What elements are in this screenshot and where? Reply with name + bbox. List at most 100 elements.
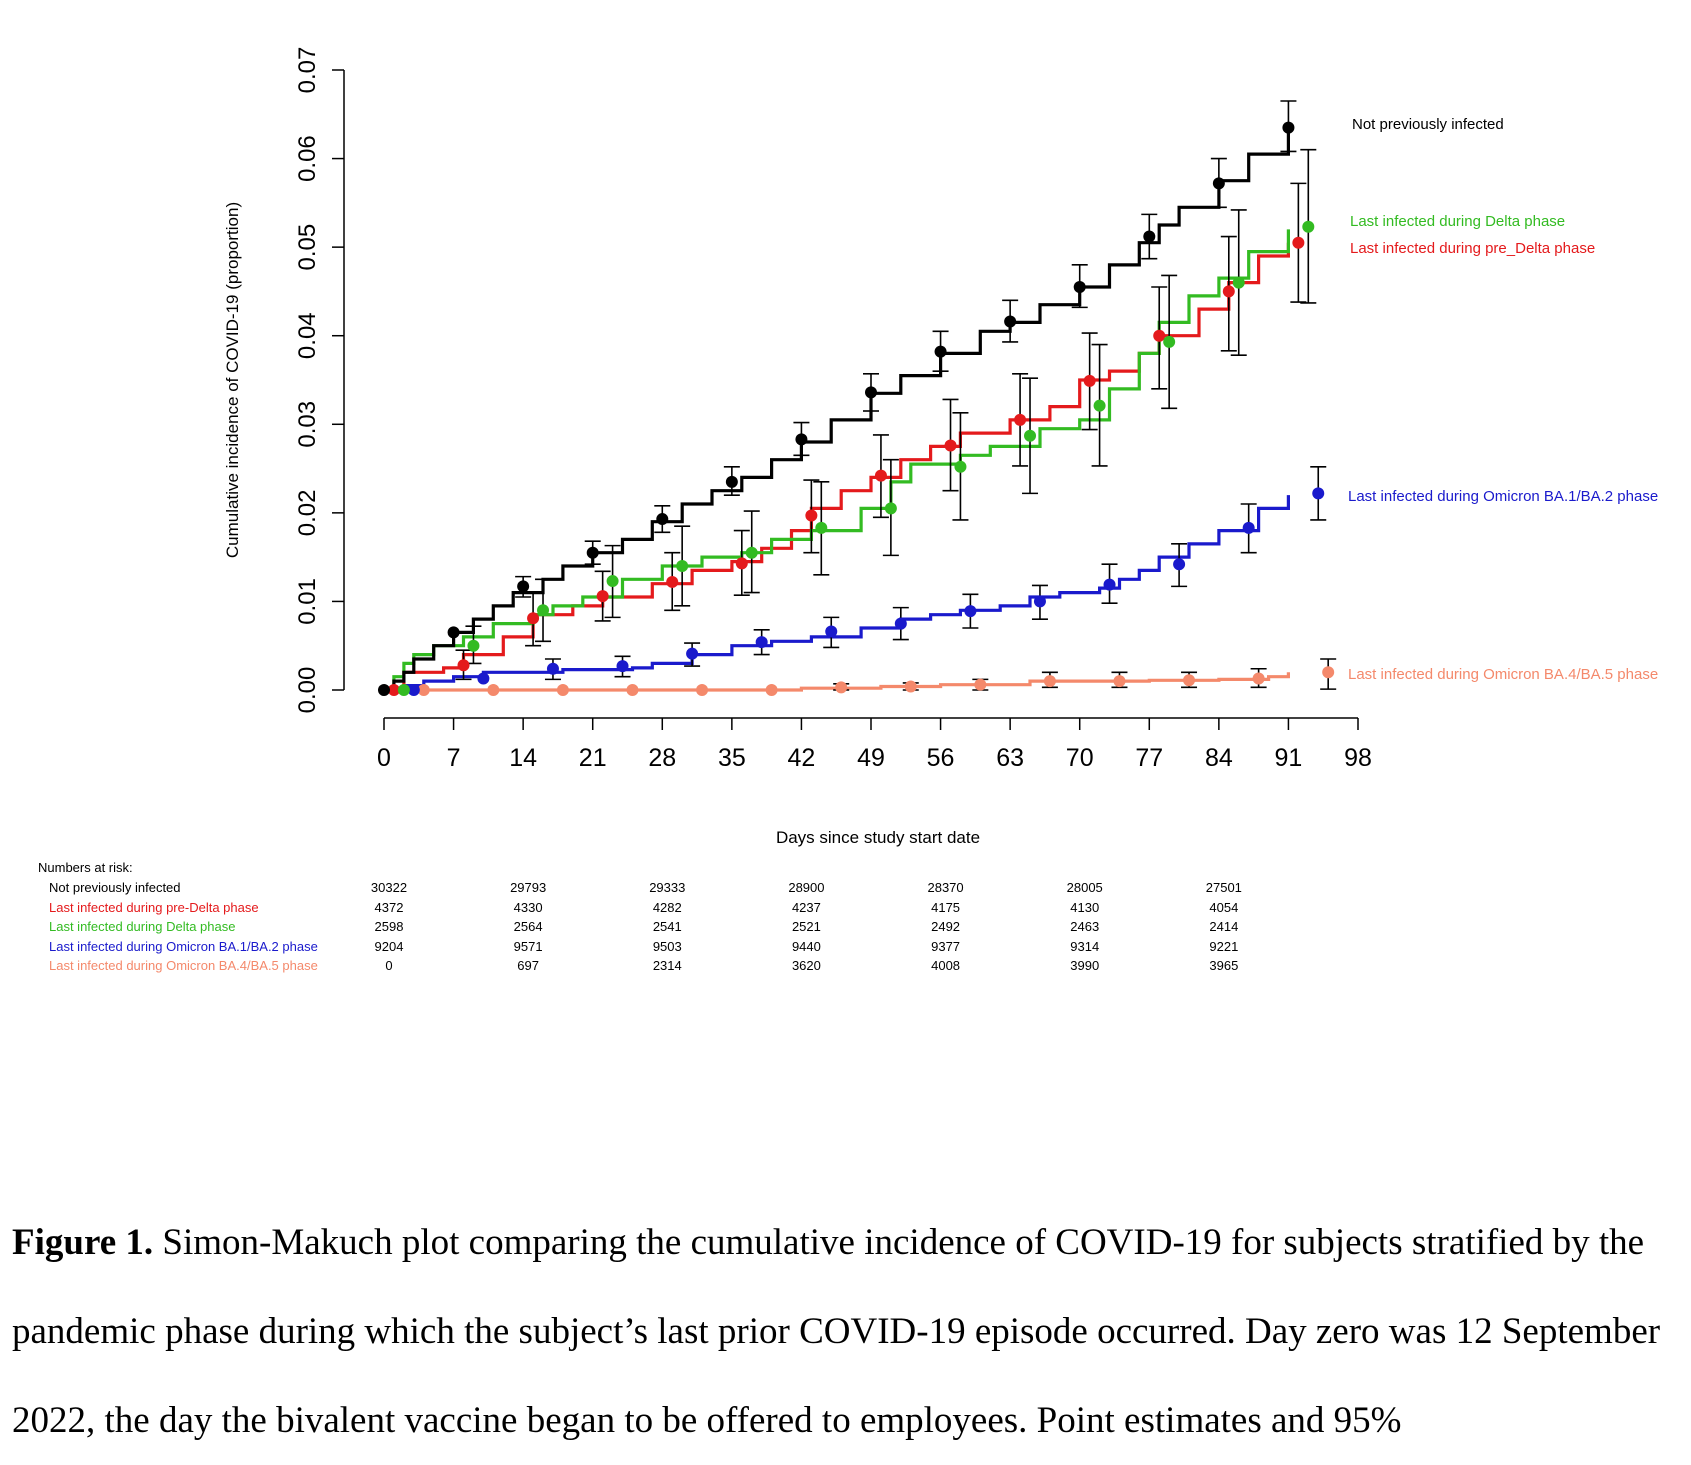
- point-estimate: [1163, 335, 1176, 348]
- point-estimate: [626, 684, 639, 696]
- x-tick-label: 14: [509, 744, 537, 772]
- point-estimate: [378, 684, 390, 696]
- x-tick-label: 63: [996, 744, 1024, 772]
- point-estimate: [964, 605, 977, 618]
- point-estimate: [1302, 220, 1315, 233]
- risk-value: 3990: [1070, 958, 1099, 973]
- point-estimate: [1083, 374, 1096, 387]
- point-estimate: [1252, 672, 1265, 685]
- point-estimate: [904, 680, 917, 693]
- x-tick-label: 49: [857, 744, 885, 772]
- point-estimate: [835, 681, 848, 694]
- y-axis-label: Cumulative incidence of COVID-19 (propor…: [223, 202, 242, 558]
- risk-row-label: Last infected during Omicron BA.4/BA.5 p…: [49, 958, 318, 973]
- point-estimate: [397, 684, 410, 696]
- point-estimate: [387, 684, 400, 696]
- risk-value: 9314: [1070, 939, 1099, 954]
- point-estimate: [1103, 578, 1116, 591]
- risk-value: 9571: [514, 939, 543, 954]
- risk-value: 3620: [792, 958, 821, 973]
- series-curve-2: [384, 229, 1290, 692]
- point-estimate: [974, 678, 987, 691]
- risk-value: 2414: [1209, 919, 1238, 934]
- point-estimate: [537, 604, 550, 617]
- risk-value: 4372: [375, 900, 404, 915]
- risk-value: 2314: [653, 958, 682, 973]
- chart: 0.00 0.01 0.02 0.03 0.04 0.05 0.06 0.07 Cumulati…: [38, 47, 1658, 973]
- x-tick-label: 42: [788, 744, 816, 772]
- figure-label: Figure 1.: [12, 1222, 154, 1263]
- x-tick-label: 84: [1205, 744, 1233, 772]
- point-estimate: [586, 546, 599, 559]
- point-estimates: [378, 121, 1335, 696]
- axes: 0.00 0.01 0.02 0.03 0.04 0.05 0.06 0.07 Cumulati…: [223, 47, 1372, 847]
- risk-value: 4237: [792, 900, 821, 915]
- risk-value: 2492: [931, 919, 960, 934]
- point-estimate: [1212, 177, 1225, 190]
- point-estimate: [696, 684, 709, 696]
- point-estimate: [1232, 276, 1245, 289]
- risk-value: 2564: [514, 919, 543, 934]
- risk-row-label: Last infected during Delta phase: [49, 919, 235, 934]
- point-estimate: [1014, 413, 1027, 426]
- x-tick-label: 70: [1066, 744, 1094, 772]
- point-estimate: [934, 345, 947, 358]
- risk-value: 4330: [514, 900, 543, 915]
- risk-row-label: Last infected during pre-Delta phase: [49, 900, 259, 915]
- point-estimate: [457, 659, 470, 672]
- risk-row-label: Not previously infected: [49, 880, 181, 895]
- point-estimate: [1033, 595, 1046, 608]
- risk-row-label: Last infected during Omicron BA.1/BA.2 p…: [49, 939, 318, 954]
- point-estimate: [755, 636, 768, 649]
- point-estimate: [1242, 521, 1255, 534]
- point-estimate: [1153, 329, 1166, 342]
- point-estimate: [825, 625, 838, 638]
- risk-value: 4054: [1209, 900, 1238, 915]
- x-tick-label: 35: [718, 744, 746, 772]
- point-estimate: [1282, 121, 1295, 134]
- risk-value: 2521: [792, 919, 821, 934]
- point-estimate: [944, 439, 957, 452]
- point-estimate: [556, 684, 569, 696]
- point-estimate: [1322, 666, 1335, 679]
- caption-text: Simon-Makuch plot comparing the cumulati…: [12, 1222, 1661, 1441]
- point-estimate: [745, 546, 758, 559]
- point-estimate: [1143, 230, 1156, 243]
- series-curve-4: [384, 672, 1290, 692]
- x-tick-label: 21: [579, 744, 607, 772]
- x-axis-label: Days since study start date: [776, 828, 980, 847]
- point-estimate: [894, 617, 907, 630]
- point-estimate: [596, 590, 609, 603]
- risk-value: 9221: [1209, 939, 1238, 954]
- risk-value: 29793: [510, 880, 546, 895]
- point-estimate: [477, 672, 490, 685]
- point-estimate: [1004, 315, 1017, 328]
- risk-value: 697: [517, 958, 539, 973]
- risk-value: 2463: [1070, 919, 1099, 934]
- y-tick-label: 0.07: [294, 47, 321, 94]
- point-estimate: [815, 521, 828, 534]
- risk-value: 27501: [1206, 880, 1242, 895]
- point-estimate: [686, 647, 699, 660]
- legend-label: Last infected during Delta phase: [1350, 213, 1565, 230]
- point-estimate: [795, 433, 808, 446]
- legend: Not previously infected Last infected dur…: [1348, 116, 1658, 683]
- point-estimate: [1173, 558, 1186, 571]
- risk-value: 28370: [927, 880, 963, 895]
- risk-value: 9377: [931, 939, 960, 954]
- point-estimate: [487, 684, 500, 696]
- figure: 0.00 0.01 0.02 0.03 0.04 0.05 0.06 0.07 Cumulati…: [38, 47, 1658, 973]
- point-estimate: [447, 626, 460, 639]
- legend-label: Last infected during Omicron BA.4/BA.5 p…: [1348, 666, 1658, 683]
- point-estimate: [606, 575, 619, 588]
- x-tick-label: 0: [377, 744, 391, 772]
- y-tick-label: 0.06: [294, 135, 321, 182]
- y-tick-label: 0.00: [294, 667, 321, 714]
- point-estimate: [805, 509, 818, 522]
- point-estimate: [546, 662, 559, 675]
- point-estimate: [666, 575, 679, 588]
- point-estimate: [467, 639, 480, 652]
- numbers-at-risk-table: Numbers at risk: Not previously infected 3…: [38, 860, 1242, 973]
- x-tick-label: 98: [1344, 744, 1372, 772]
- figure-caption: Figure 1. Simon-Makuch plot comparing th…: [12, 1198, 1680, 1465]
